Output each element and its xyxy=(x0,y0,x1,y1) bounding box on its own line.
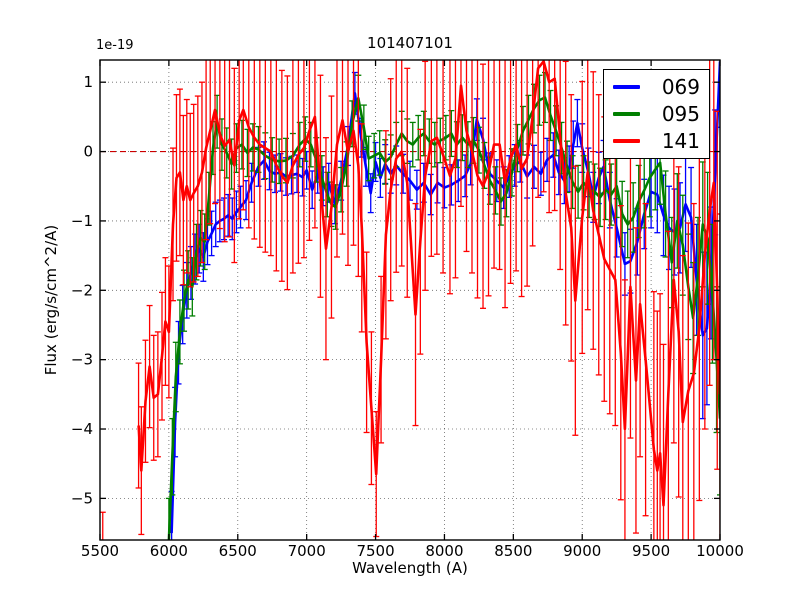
x-tick-label: 9500 xyxy=(632,542,670,560)
x-axis-label: Wavelength (A) xyxy=(352,559,468,577)
x-tick-label: 8500 xyxy=(494,542,532,560)
x-tick-label: 10000 xyxy=(696,542,744,560)
y-tick-label: −3 xyxy=(71,351,93,369)
legend-label: 141 xyxy=(661,129,700,154)
legend-entry-141: 141 xyxy=(613,131,700,151)
legend-label: 095 xyxy=(661,101,700,126)
y-tick-label: 0 xyxy=(83,143,93,161)
x-tick-label: 5500 xyxy=(81,542,119,560)
line-069 xyxy=(170,61,720,534)
x-tick-label: 6000 xyxy=(150,542,188,560)
y-tick-label: −5 xyxy=(71,489,93,507)
y-axis-offset-text: 1e-19 xyxy=(96,38,134,53)
legend-line-sample xyxy=(613,111,640,116)
y-tick-label: −2 xyxy=(71,281,93,299)
legend: 069 095 141 xyxy=(603,69,710,159)
legend-line-sample xyxy=(613,84,640,89)
x-tick-label: 6500 xyxy=(219,542,257,560)
x-tick-label: 7000 xyxy=(288,542,326,560)
legend-label: 069 xyxy=(661,74,700,99)
plot-title: 101407101 xyxy=(367,34,453,52)
legend-entry-095: 095 xyxy=(613,104,700,124)
x-tick-label: 8000 xyxy=(425,542,463,560)
axes-spines xyxy=(99,59,721,541)
y-tick-label: 1 xyxy=(83,73,93,91)
legend-entry-069: 069 xyxy=(613,77,700,97)
x-tick-label: 7500 xyxy=(356,542,394,560)
line-141 xyxy=(137,60,720,507)
legend-line-sample xyxy=(613,139,640,144)
x-tick-label: 9000 xyxy=(563,542,601,560)
y-tick-label: −4 xyxy=(71,420,93,438)
series-141 xyxy=(100,60,720,540)
y-tick-label: −1 xyxy=(71,212,93,230)
